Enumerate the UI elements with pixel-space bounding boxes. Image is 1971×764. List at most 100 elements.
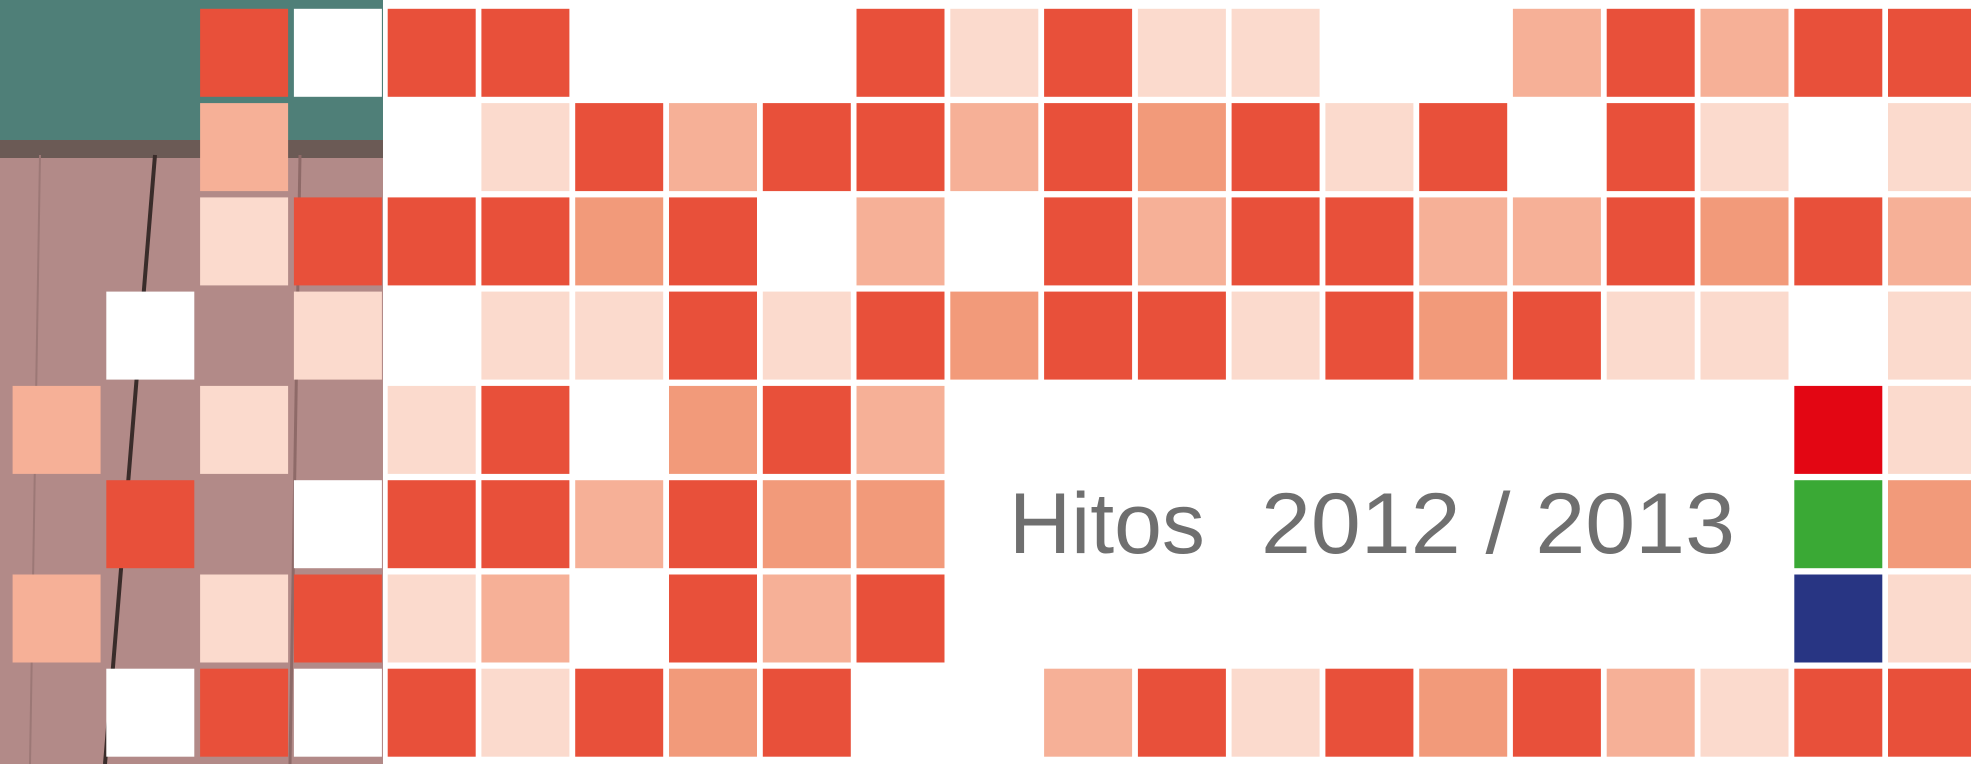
mosaic-cell [1232, 103, 1320, 191]
mosaic-cell [1794, 386, 1882, 474]
mosaic-cell [13, 386, 101, 474]
mosaic-cell [481, 575, 569, 663]
mosaic-cell [13, 575, 101, 663]
mosaic-cell [575, 103, 663, 191]
mosaic-cell [1513, 292, 1601, 380]
mosaic-cell [575, 480, 663, 568]
mosaic-cell [857, 197, 945, 285]
mosaic-cell [950, 9, 1038, 97]
mosaic-cell [857, 9, 945, 97]
mosaic-cell [857, 292, 945, 380]
mosaic-cell [481, 103, 569, 191]
mosaic-cell [388, 386, 476, 474]
mosaic-cell [857, 386, 945, 474]
mosaic-cell [200, 386, 288, 474]
mosaic-cell [1888, 292, 1971, 380]
mosaic-cell [669, 197, 757, 285]
mosaic-cell [1232, 9, 1320, 97]
mosaic-cell [200, 669, 288, 757]
mosaic-cell [481, 480, 569, 568]
mosaic-cell [200, 103, 288, 191]
mosaic-cell [1138, 669, 1226, 757]
mosaic-cell [1794, 480, 1882, 568]
mosaic-cell [1513, 197, 1601, 285]
mosaic-cell [1044, 292, 1132, 380]
mosaic-cell [1419, 292, 1507, 380]
mosaic-cell [1138, 292, 1226, 380]
mosaic-cell [481, 292, 569, 380]
mosaic-cell [763, 480, 851, 568]
mosaic-cell [1888, 480, 1971, 568]
mosaic-cell [481, 9, 569, 97]
mosaic-cell [575, 197, 663, 285]
mosaic-cell [763, 386, 851, 474]
mosaic-cell [1794, 197, 1882, 285]
mosaic-cell [106, 480, 194, 568]
mosaic-cell [294, 197, 382, 285]
mosaic-cell [1607, 669, 1695, 757]
mosaic-cell [294, 575, 382, 663]
mosaic-cell [857, 575, 945, 663]
mosaic-cell [857, 480, 945, 568]
mosaic-cell [669, 669, 757, 757]
mosaic-cell [1325, 292, 1413, 380]
mosaic-cell [669, 103, 757, 191]
mosaic-cell [106, 669, 194, 757]
mosaic-cell [388, 480, 476, 568]
heading-word: Hitos [1009, 476, 1205, 572]
mosaic-cell [1888, 669, 1971, 757]
mosaic-cell [1888, 103, 1971, 191]
mosaic-cell [1888, 197, 1971, 285]
mosaic-cell [575, 292, 663, 380]
mosaic-cell [950, 103, 1038, 191]
mosaic-cell [294, 292, 382, 380]
mosaic-cell [669, 575, 757, 663]
mosaic-cell [1888, 575, 1971, 663]
mosaic-cell [1794, 669, 1882, 757]
mosaic-cell [388, 9, 476, 97]
mosaic-cell [481, 197, 569, 285]
mosaic-cell [200, 197, 288, 285]
mosaic-cell [1044, 669, 1132, 757]
mosaic-cell [1607, 197, 1695, 285]
mosaic-cell [857, 103, 945, 191]
mosaic-cell [1138, 197, 1226, 285]
mosaic-cell [1888, 386, 1971, 474]
heading-years: 2012 / 2013 [1261, 476, 1735, 572]
mosaic-cell [1607, 9, 1695, 97]
mosaic-cell [1794, 575, 1882, 663]
mosaic-cell [669, 480, 757, 568]
mosaic-cell [1138, 103, 1226, 191]
mosaic-cell [200, 575, 288, 663]
mosaic-cell [763, 292, 851, 380]
mosaic-cell [1419, 103, 1507, 191]
mosaic-cell [388, 669, 476, 757]
mosaic-cell [950, 292, 1038, 380]
mosaic-cell [1138, 9, 1226, 97]
banner: Hitos 2012 / 2013 [0, 0, 1971, 764]
mosaic-cell [1794, 9, 1882, 97]
mosaic-cell [1701, 669, 1789, 757]
mosaic-cell [1232, 292, 1320, 380]
mosaic-cell [388, 575, 476, 663]
photo-shadow [0, 140, 383, 158]
mosaic-cell [1325, 669, 1413, 757]
mosaic-cell [763, 103, 851, 191]
mosaic-cell [1044, 9, 1132, 97]
mosaic-cell [1513, 669, 1601, 757]
mosaic-cell [575, 669, 663, 757]
mosaic-cell [1701, 197, 1789, 285]
mosaic-cell [294, 669, 382, 757]
mosaic-cell [1044, 197, 1132, 285]
mosaic-cell [763, 669, 851, 757]
mosaic-cell [294, 480, 382, 568]
mosaic-cell [481, 669, 569, 757]
mosaic-cell [1513, 9, 1601, 97]
mosaic-cell [1888, 9, 1971, 97]
mosaic-cell [1701, 292, 1789, 380]
mosaic-cell [1701, 9, 1789, 97]
mosaic-cell [669, 292, 757, 380]
mosaic-cell [1325, 103, 1413, 191]
mosaic-cell [1325, 197, 1413, 285]
mosaic-cell [200, 9, 288, 97]
